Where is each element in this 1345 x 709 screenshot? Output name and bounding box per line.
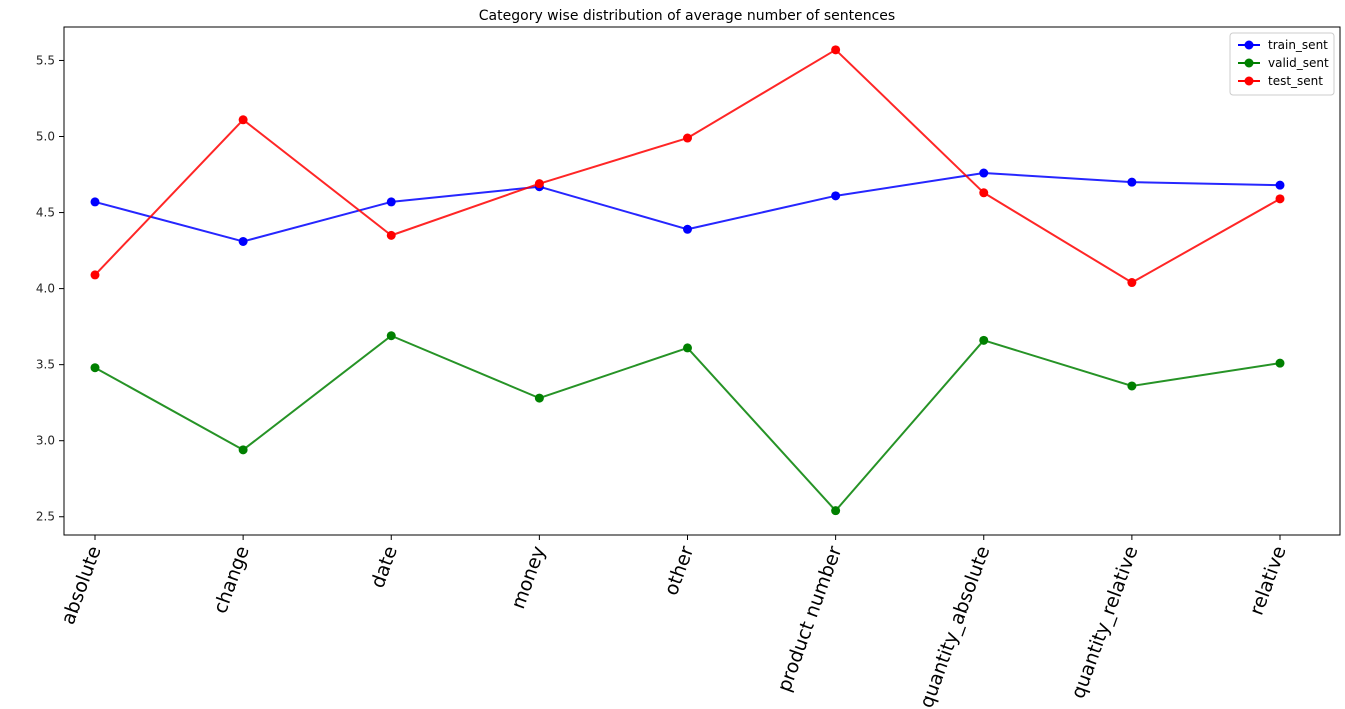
x-tick-label: relative: [1246, 543, 1291, 618]
legend-box: [1229, 32, 1335, 96]
data-point: [386, 197, 396, 207]
series-line: [94, 48, 1281, 284]
legend-entry: train_sent: [1238, 38, 1328, 52]
data-point: [831, 506, 841, 516]
data-point: [979, 168, 989, 178]
data-point: [831, 45, 841, 55]
legend-marker: [1244, 58, 1254, 68]
data-point: [386, 331, 396, 341]
legend-label: test_sent: [1268, 74, 1323, 88]
data-point: [386, 230, 396, 240]
y-tick-label: 2.5: [36, 510, 55, 524]
data-point: [831, 191, 841, 201]
data-point: [534, 393, 544, 403]
x-tick-label: product number: [773, 543, 846, 695]
y-tick-label: 5.0: [36, 130, 55, 144]
legend-label: valid_sent: [1268, 56, 1329, 70]
legend-marker: [1244, 40, 1254, 50]
series-line: [94, 334, 1281, 512]
x-tick-label: quantity_relative: [1067, 543, 1143, 701]
y-tick-label: 3.0: [36, 434, 55, 448]
x-tick-label: other: [660, 543, 698, 598]
series-test_sent: [90, 45, 1285, 288]
data-point: [1275, 194, 1285, 204]
data-point: [534, 179, 544, 189]
x-tick-label: absolute: [57, 543, 106, 627]
data-point: [683, 133, 692, 143]
x-tick-label: money: [507, 543, 550, 612]
legend-marker: [1244, 76, 1254, 86]
axes: 2.5 3.0 3.5 4.0 4.5 5.0 5.5 absolute change date m…: [36, 26, 1341, 709]
data-point: [90, 270, 100, 280]
data-point: [1127, 278, 1137, 288]
plot-frame: [63, 26, 1341, 536]
x-tick-label: date: [367, 543, 402, 591]
data-point: [683, 224, 692, 234]
data-point: [1127, 177, 1137, 187]
data-point: [979, 335, 989, 345]
data-point: [90, 363, 100, 373]
y-tick-label: 4.0: [36, 282, 55, 296]
data-point: [238, 236, 248, 246]
y-tick-label: 4.5: [36, 206, 55, 220]
legend-entry: test_sent: [1238, 74, 1323, 88]
x-tick-label: change: [209, 543, 254, 616]
data-point: [238, 445, 248, 455]
y-tick-label: 3.5: [36, 358, 55, 372]
data-point: [1275, 180, 1285, 190]
data-point: [683, 343, 692, 353]
y-tick-label: 5.5: [36, 53, 55, 67]
data-point: [90, 197, 100, 207]
legend-label: train_sent: [1268, 38, 1328, 52]
series-train_sent: [90, 168, 1285, 246]
series-valid_sent: [90, 331, 1285, 516]
data-point: [1127, 381, 1137, 391]
data-point: [1275, 358, 1285, 368]
chart-title: Category wise distribution of average nu…: [479, 8, 895, 24]
data-point: [979, 188, 989, 198]
x-tick-label: quantity_absolute: [915, 543, 994, 709]
legend: train_sent valid_sent test_sent: [1229, 32, 1335, 96]
series-layer: [90, 45, 1285, 516]
data-point: [238, 115, 248, 125]
legend-entry: valid_sent: [1238, 56, 1329, 70]
